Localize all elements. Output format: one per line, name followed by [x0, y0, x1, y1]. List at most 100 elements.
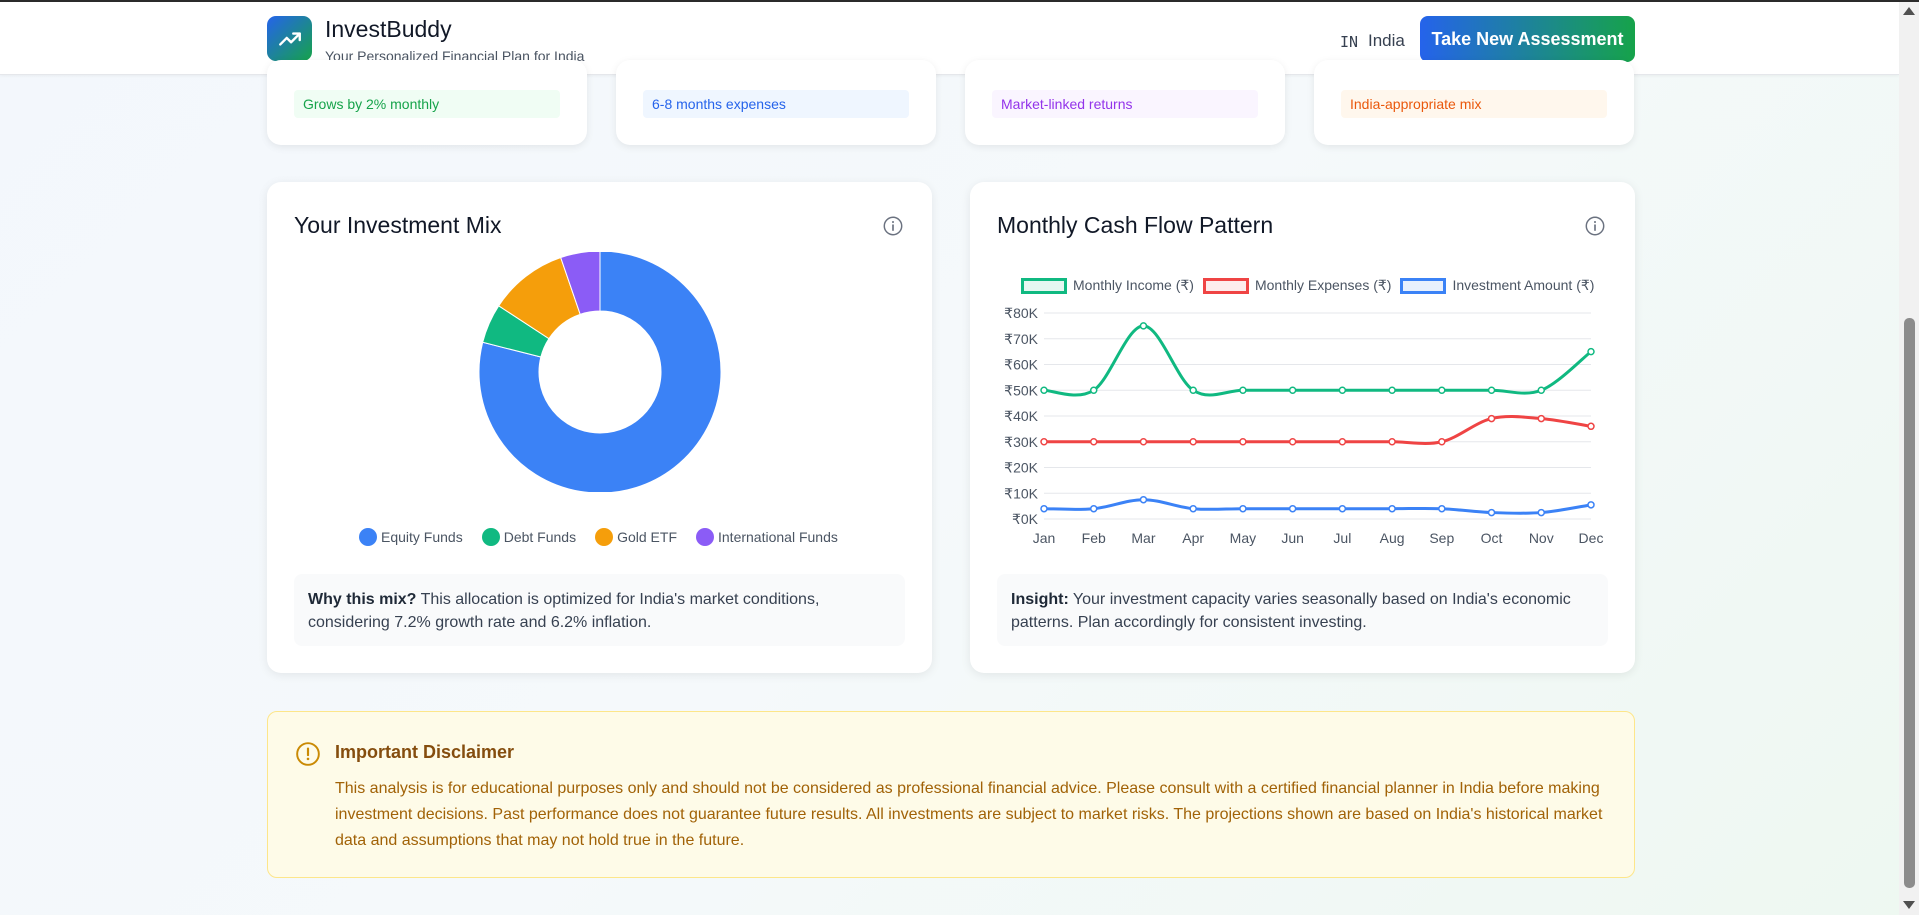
line-legend: Monthly Income (₹) Monthly Expenses (₹) In…: [1021, 277, 1603, 294]
data-point[interactable]: [1089, 504, 1098, 513]
note-text: This allocation is optimized for India's…: [308, 591, 820, 631]
scroll-up-arrow-icon[interactable]: [1903, 7, 1915, 15]
data-point[interactable]: [1189, 504, 1197, 513]
data-point[interactable]: [1288, 504, 1297, 513]
y-tick-label: ₹70K: [1004, 331, 1038, 347]
y-tick-label: ₹60K: [1004, 357, 1038, 373]
line-legend-item[interactable]: Monthly Expenses (₹): [1202, 277, 1392, 294]
data-point[interactable]: [1040, 438, 1048, 446]
data-point[interactable]: [1239, 386, 1247, 394]
take-new-assessment-button[interactable]: Take New Assessment: [1420, 16, 1635, 62]
data-point[interactable]: [1338, 438, 1347, 446]
data-point[interactable]: [1388, 386, 1396, 394]
investment-mix-panel: Your Investment Mix Equity Funds Debt Fun…: [267, 182, 932, 673]
x-tick-label: Dec: [1579, 530, 1604, 546]
data-point[interactable]: [1338, 504, 1347, 513]
scrollbar-thumb[interactable]: [1904, 318, 1915, 888]
investment-mix-title: Your Investment Mix: [294, 212, 502, 238]
summary-card-growth: Grows by 2% monthly: [267, 60, 587, 145]
scroll-down-arrow-icon[interactable]: [1903, 901, 1915, 909]
x-tick-label: Jul: [1333, 530, 1351, 546]
data-point[interactable]: [1040, 386, 1048, 394]
data-point[interactable]: [1537, 508, 1546, 517]
data-point[interactable]: [1487, 414, 1496, 423]
data-point[interactable]: [1388, 438, 1396, 446]
line-legend-item[interactable]: Investment Amount (₹): [1400, 277, 1594, 294]
window-top-border: [0, 0, 1919, 2]
x-tick-label: May: [1230, 530, 1256, 546]
data-point[interactable]: [1288, 438, 1297, 446]
data-point[interactable]: [1288, 386, 1297, 394]
note-text: Your investment capacity varies seasonal…: [1011, 591, 1571, 631]
data-point[interactable]: [1139, 322, 1148, 330]
pie-slice-equity-funds[interactable]: [478, 252, 722, 492]
series-line: [1044, 415, 1592, 445]
y-tick-label: ₹50K: [1004, 382, 1038, 398]
page-scrollbar[interactable]: [1899, 2, 1919, 915]
data-point[interactable]: [1587, 347, 1595, 356]
summary-card-returns: Market-linked returns: [965, 60, 1285, 145]
data-point[interactable]: [1239, 438, 1247, 446]
summary-tag: India-appropriate mix: [1341, 90, 1607, 118]
pie-slice-international-funds[interactable]: [560, 252, 601, 315]
data-point[interactable]: [1487, 508, 1496, 517]
disclaimer-body: This analysis is for educational purpose…: [335, 780, 1603, 849]
investment-mix-donut-chart: [478, 252, 722, 492]
y-tick-label: ₹80K: [1004, 305, 1038, 321]
data-point[interactable]: [1438, 504, 1446, 513]
data-point[interactable]: [1139, 438, 1148, 446]
legend-label: Gold ETF: [617, 529, 677, 545]
data-point[interactable]: [1139, 495, 1148, 504]
logo[interactable]: [267, 16, 312, 61]
data-point[interactable]: [1587, 422, 1595, 431]
y-tick-label: ₹0K: [1012, 511, 1039, 527]
data-point[interactable]: [1189, 386, 1197, 394]
data-point[interactable]: [1338, 386, 1347, 394]
data-point[interactable]: [1089, 386, 1098, 394]
cash-flow-panel: Monthly Cash Flow Pattern Monthly Income…: [970, 182, 1635, 673]
legend-label: Debt Funds: [503, 529, 577, 545]
cash-flow-line-chart: ₹0K ₹10K ₹20K ₹30K ₹40K ₹50K ₹60K ₹70K ₹80K Jan Fe…: [1004, 305, 1604, 546]
series-line: [1043, 498, 1592, 515]
x-tick-label: Jan: [1033, 530, 1056, 546]
data-point[interactable]: [1189, 438, 1197, 446]
brand-name: InvestBuddy: [325, 16, 452, 42]
x-tick-label: Sep: [1429, 530, 1454, 546]
data-point[interactable]: [1089, 438, 1098, 446]
x-tick-label: Nov: [1529, 530, 1554, 546]
data-point[interactable]: [1040, 504, 1048, 513]
legend-dot: [595, 528, 614, 546]
data-point[interactable]: [1388, 504, 1396, 513]
cash-flow-title: Monthly Cash Flow Pattern: [997, 212, 1274, 238]
cash-flow-note: Insight: Your investment capacity varies…: [997, 574, 1608, 646]
legend-dot: [481, 528, 500, 546]
data-point[interactable]: [1239, 504, 1247, 513]
pie-legend-item[interactable]: International Funds: [696, 528, 838, 546]
data-point[interactable]: [1438, 438, 1446, 446]
data-point[interactable]: [1587, 501, 1595, 509]
data-point[interactable]: [1537, 414, 1546, 423]
line-legend-item[interactable]: Monthly Income (₹): [1021, 277, 1194, 294]
info-icon[interactable]: [882, 215, 904, 237]
data-point[interactable]: [1537, 386, 1546, 394]
pie-legend-item[interactable]: Gold ETF: [595, 528, 677, 546]
disclaimer-box: Important Disclaimer This analysis is fo…: [267, 711, 1635, 878]
pie-legend-item[interactable]: Equity Funds: [359, 528, 463, 546]
legend-label: Monthly Expenses (₹): [1254, 277, 1392, 293]
data-point[interactable]: [1438, 386, 1446, 394]
y-tick-label: ₹20K: [1004, 460, 1038, 476]
info-icon[interactable]: [1584, 215, 1606, 237]
x-tick-label: Aug: [1380, 530, 1405, 546]
legend-label: Equity Funds: [381, 529, 463, 545]
note-bold-label: Why this mix?: [308, 591, 417, 608]
y-tick-label: ₹10K: [1004, 485, 1038, 501]
country-flag-code: IN: [1340, 33, 1359, 51]
disclaimer-title: Important Disclaimer: [335, 742, 515, 762]
data-point[interactable]: [1487, 386, 1496, 394]
pie-legend-item[interactable]: Debt Funds: [481, 528, 577, 546]
summary-card-allocation: India-appropriate mix: [1314, 60, 1634, 145]
legend-swatch: [1021, 277, 1067, 294]
x-tick-label: Jun: [1281, 530, 1304, 546]
alert-circle-icon: [296, 742, 320, 766]
legend-label: Monthly Income (₹): [1073, 277, 1194, 293]
